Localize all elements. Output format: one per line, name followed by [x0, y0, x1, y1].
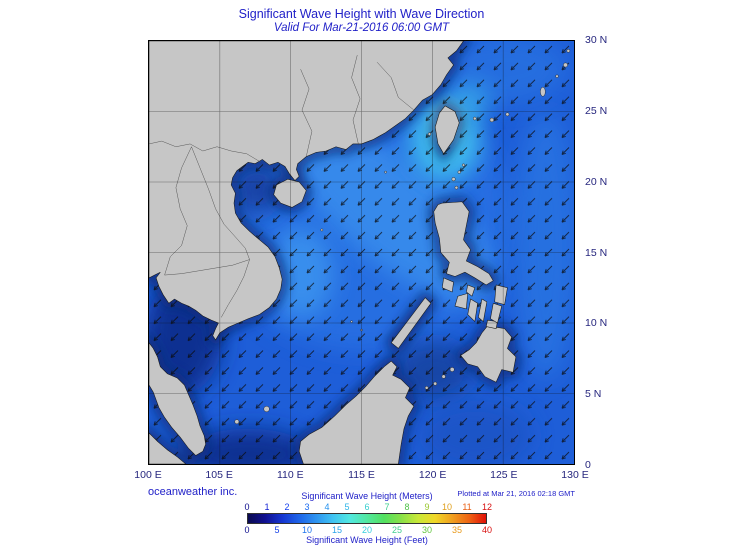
meters-tick-label: 6: [364, 502, 370, 512]
meters-tick-label: 12: [481, 502, 493, 512]
feet-tick-label: 40: [481, 525, 493, 535]
chart-title: Significant Wave Height with Wave Direct…: [238, 7, 485, 21]
longitude-tick-label: 115 E: [348, 469, 375, 481]
latitude-tick-label: 20 N: [585, 175, 608, 188]
latitude-tick-label: 10 N: [585, 317, 608, 330]
latitude-tick-label: 30 N: [585, 34, 608, 46]
longitude-tick-label: 120 E: [418, 469, 447, 481]
land-panay: [454, 293, 469, 310]
latitude-tick-label: 5 N: [585, 388, 602, 401]
graticule-grid: [149, 41, 574, 464]
chart-subtitle: Valid For Mar-21-2016 06:00 GMT: [273, 22, 450, 34]
meters-tick-label: 0: [244, 502, 250, 512]
feet-tick-label: 15: [331, 525, 343, 535]
colorbar-meters-label: Significant Wave Height (Meters): [301, 491, 433, 501]
longitude-tick-label: 105 E: [205, 469, 233, 481]
feet-tick-label: 0: [244, 525, 250, 535]
south-china-sea-wave-map: [149, 41, 574, 464]
meters-tick-label: 3: [304, 502, 310, 512]
oceanweather-credit: oceanweather inc.: [148, 486, 238, 498]
land-samar: [494, 284, 508, 306]
meters-tick-label: 11: [462, 502, 472, 512]
land-masbate: [466, 284, 476, 297]
land-mindoro: [441, 277, 454, 293]
latitude-axis: 30 N 25 N 20 N 15 N 10 N 5 N 0: [582, 34, 628, 471]
longitude-tick-label: 125 E: [490, 469, 518, 481]
feet-tick-label: 25: [391, 525, 403, 535]
colorbar-feet-label: Significant Wave Height (Feet): [306, 535, 428, 545]
latitude-tick-label: 0: [585, 459, 591, 471]
longitude-tick-label: 110 E: [276, 469, 304, 481]
land-negros: [467, 298, 478, 323]
colorbar-feet-ticks: 0 5 10 15 20 25 30 35 40: [244, 525, 492, 535]
feet-tick-label: 5: [274, 525, 280, 535]
colorbar-gradient-bar: [247, 513, 487, 524]
meters-tick-label: 1: [264, 502, 270, 512]
feet-tick-label: 20: [361, 525, 373, 535]
latitude-tick-label: 25 N: [585, 104, 608, 117]
latitude-tick-label: 15 N: [585, 246, 608, 259]
meters-tick-label: 4: [324, 502, 330, 512]
meters-tick-label: 5: [344, 502, 350, 512]
feet-tick-label: 10: [301, 525, 313, 535]
longitude-tick-label: 130 E: [561, 469, 589, 481]
plotted-timestamp: Plotted at Mar 21, 2016 02:18 GMT: [457, 489, 575, 498]
small-islands: [234, 49, 571, 425]
map-frame: [148, 40, 575, 465]
feet-tick-label: 30: [421, 525, 433, 535]
longitude-axis: 100 E 105 E 110 E 115 E 120 E 125 E 130 E: [134, 469, 588, 483]
feet-tick-label: 35: [451, 525, 463, 535]
colorbar-meters-ticks: 0 1 2 3 4 5 6 7 8 9 10 11 12: [244, 502, 492, 512]
land-cebu: [478, 298, 488, 323]
meters-tick-label: 9: [424, 502, 430, 512]
meters-tick-label: 2: [284, 502, 290, 512]
country-borders: [149, 55, 415, 318]
meters-tick-label: 10: [441, 502, 453, 512]
longitude-tick-label: 100 E: [134, 469, 162, 481]
meters-tick-label: 7: [384, 502, 390, 512]
meters-tick-label: 8: [404, 502, 410, 512]
